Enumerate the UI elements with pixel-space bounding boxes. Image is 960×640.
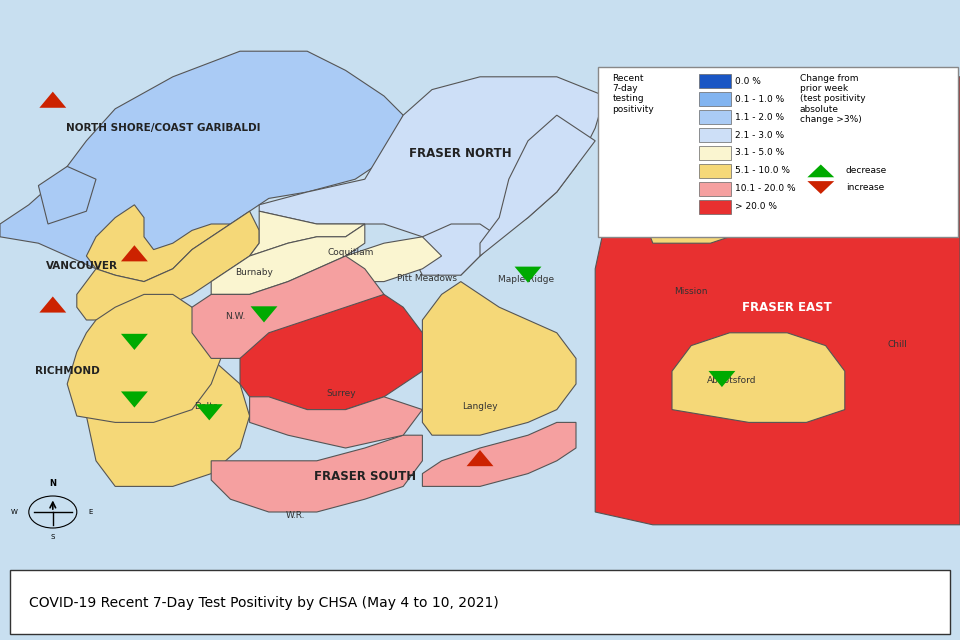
Text: FRASER NORTH: FRASER NORTH (410, 147, 512, 160)
Bar (699, 110, 731, 124)
Text: 0.0 %: 0.0 % (735, 77, 761, 86)
Polygon shape (240, 294, 422, 410)
Text: NORTH SHORE/COAST GARIBALDI: NORTH SHORE/COAST GARIBALDI (66, 123, 260, 133)
Text: W.R.: W.R. (286, 511, 305, 520)
Polygon shape (211, 435, 422, 512)
Text: W: W (11, 509, 17, 515)
Text: E: E (88, 509, 93, 515)
Polygon shape (0, 51, 403, 282)
Bar (699, 200, 731, 214)
Bar (699, 182, 731, 196)
Polygon shape (807, 164, 834, 177)
Text: COVID-19 Recent 7-Day Test Positivity by CHSA (May 4 to 10, 2021): COVID-19 Recent 7-Day Test Positivity by… (29, 596, 498, 610)
Text: Maple Ridge: Maple Ridge (498, 275, 554, 284)
Polygon shape (259, 77, 605, 275)
Polygon shape (422, 282, 576, 435)
Text: N: N (49, 479, 57, 488)
Polygon shape (121, 392, 148, 408)
Text: FRASER SOUTH: FRASER SOUTH (314, 470, 416, 483)
Polygon shape (196, 404, 223, 420)
Text: VANCOUVER: VANCOUVER (46, 260, 118, 271)
Polygon shape (672, 333, 845, 422)
Text: 3.1 - 5.0 %: 3.1 - 5.0 % (735, 148, 784, 157)
Polygon shape (643, 166, 768, 243)
Text: Change from
prior week
(test positivity
absolute
change >3%): Change from prior week (test positivity … (800, 74, 865, 124)
Text: Delta: Delta (194, 402, 219, 411)
FancyBboxPatch shape (10, 570, 950, 634)
Bar (699, 128, 731, 142)
Polygon shape (121, 334, 148, 350)
Text: 0.1 - 1.0 %: 0.1 - 1.0 % (735, 95, 784, 104)
Text: 10.1 - 20.0 %: 10.1 - 20.0 % (735, 184, 796, 193)
Polygon shape (67, 294, 221, 422)
Polygon shape (595, 77, 960, 525)
Text: decrease: decrease (846, 166, 887, 175)
Polygon shape (515, 267, 541, 283)
Polygon shape (39, 92, 66, 108)
Polygon shape (422, 422, 576, 486)
Text: 2.1 - 3.0 %: 2.1 - 3.0 % (735, 131, 784, 140)
Polygon shape (39, 296, 66, 312)
Polygon shape (211, 224, 365, 294)
Polygon shape (807, 181, 834, 194)
Polygon shape (251, 307, 277, 323)
Text: FRASER EAST: FRASER EAST (742, 301, 832, 314)
Polygon shape (77, 211, 259, 320)
Polygon shape (346, 237, 442, 282)
Polygon shape (250, 397, 422, 448)
Polygon shape (86, 320, 250, 486)
Text: Surrey: Surrey (326, 389, 355, 398)
Text: Abbotsford: Abbotsford (707, 376, 756, 385)
Text: 1.1 - 2.0 %: 1.1 - 2.0 % (735, 113, 784, 122)
Bar (699, 146, 731, 160)
Text: Langley: Langley (462, 402, 498, 411)
Text: Coquitlam: Coquitlam (327, 248, 373, 257)
Text: Burnaby: Burnaby (235, 268, 274, 276)
Polygon shape (708, 371, 735, 387)
Polygon shape (413, 224, 499, 275)
Text: S: S (51, 534, 55, 540)
Bar (699, 92, 731, 106)
Text: RICHMOND: RICHMOND (35, 366, 100, 376)
Text: Pitt Meadows: Pitt Meadows (397, 274, 457, 283)
Text: N.W.: N.W. (225, 312, 246, 321)
Text: > 20.0 %: > 20.0 % (735, 202, 778, 211)
Text: increase: increase (846, 183, 884, 192)
Polygon shape (192, 256, 384, 358)
Polygon shape (38, 166, 96, 224)
Polygon shape (250, 211, 365, 256)
Bar (699, 74, 731, 88)
Polygon shape (480, 115, 595, 256)
FancyBboxPatch shape (598, 67, 958, 237)
Text: 5.1 - 10.0 %: 5.1 - 10.0 % (735, 166, 790, 175)
Polygon shape (467, 450, 493, 466)
Polygon shape (121, 245, 148, 261)
Text: Recent
7-day
testing
positivity: Recent 7-day testing positivity (612, 74, 654, 114)
Text: Mission: Mission (675, 287, 708, 296)
Polygon shape (86, 205, 230, 282)
Bar (699, 164, 731, 178)
Text: Chill: Chill (888, 340, 907, 349)
